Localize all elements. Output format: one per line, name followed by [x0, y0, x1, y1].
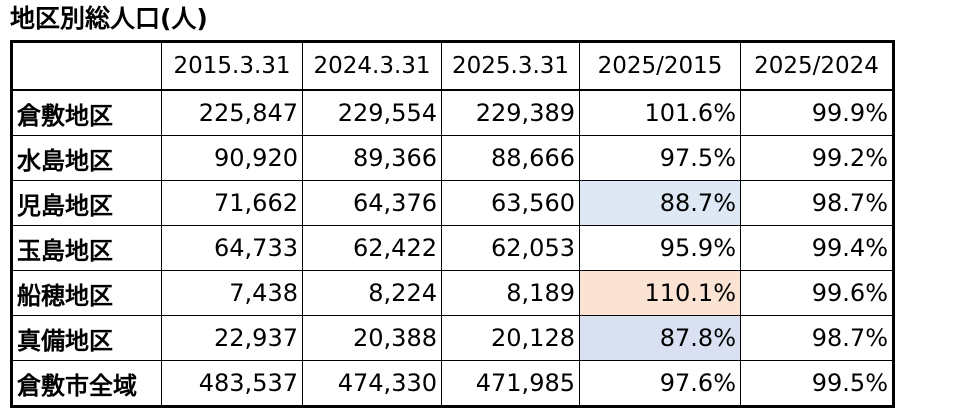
table-cell: 88,666	[441, 135, 580, 181]
row-label: 倉敷地区	[11, 89, 162, 136]
table-cell: 110.1%	[579, 270, 741, 316]
row-label: 水島地区	[11, 135, 162, 181]
table-cell: 20,128	[441, 315, 580, 361]
row-label: 船穂地区	[11, 270, 162, 316]
table-cell: 99.9%	[740, 89, 894, 136]
table-cell: 99.2%	[740, 135, 894, 181]
column-header: 2015.3.31	[161, 41, 303, 91]
column-header: 2025/2015	[579, 41, 741, 91]
table-cell: 98.7%	[740, 180, 894, 226]
table-cell: 8,189	[441, 270, 580, 316]
row-label: 玉島地区	[11, 225, 162, 271]
table-cell: 225,847	[161, 89, 303, 136]
table-cell: 95.9%	[579, 225, 741, 271]
table-cell: 483,537	[161, 360, 303, 407]
column-header: 2025.3.31	[441, 41, 580, 91]
table-cell: 7,438	[161, 270, 303, 316]
table-row: 真備地区 22,937 20,388 20,128 87.8% 98.7%	[11, 315, 894, 361]
table-cell: 64,376	[302, 180, 442, 226]
table-cell: 87.8%	[579, 315, 741, 361]
table-cell: 90,920	[161, 135, 303, 181]
table-cell: 98.7%	[740, 315, 894, 361]
table-cell: 229,554	[302, 89, 442, 136]
table-cell: 99.4%	[740, 225, 894, 271]
table-cell: 62,053	[441, 225, 580, 271]
table-cell: 99.6%	[740, 270, 894, 316]
table-cell: 64,733	[161, 225, 303, 271]
header-row: 2015.3.31 2024.3.31 2025.3.31 2025/2015 …	[11, 41, 894, 91]
table-row: 玉島地区 64,733 62,422 62,053 95.9% 99.4%	[11, 225, 894, 271]
population-table: 2015.3.31 2024.3.31 2025.3.31 2025/2015 …	[10, 40, 895, 408]
table-row: 倉敷地区 225,847 229,554 229,389 101.6% 99.9%	[11, 89, 894, 136]
table-cell: 101.6%	[579, 89, 741, 136]
row-label: 児島地区	[11, 180, 162, 226]
table-cell: 8,224	[302, 270, 442, 316]
table-cell: 89,366	[302, 135, 442, 181]
table-row: 倉敷市全域 483,537 474,330 471,985 97.6% 99.5%	[11, 360, 894, 407]
table-row: 水島地区 90,920 89,366 88,666 97.5% 99.2%	[11, 135, 894, 181]
column-header: 2025/2024	[740, 41, 894, 91]
row-label: 真備地区	[11, 315, 162, 361]
table-cell: 97.5%	[579, 135, 741, 181]
table-cell: 229,389	[441, 89, 580, 136]
corner-cell	[11, 41, 162, 91]
table-cell: 88.7%	[579, 180, 741, 226]
table-row: 船穂地区 7,438 8,224 8,189 110.1% 99.6%	[11, 270, 894, 316]
row-label: 倉敷市全域	[11, 360, 162, 407]
table-cell: 71,662	[161, 180, 303, 226]
table-cell: 99.5%	[740, 360, 894, 407]
table-cell: 471,985	[441, 360, 580, 407]
table-cell: 22,937	[161, 315, 303, 361]
table-row: 児島地区 71,662 64,376 63,560 88.7% 98.7%	[11, 180, 894, 226]
table-cell: 63,560	[441, 180, 580, 226]
title: 地区別総人口(人)	[10, 4, 208, 33]
table-cell: 20,388	[302, 315, 442, 361]
table-cell: 474,330	[302, 360, 442, 407]
column-header: 2024.3.31	[302, 41, 442, 91]
table-cell: 62,422	[302, 225, 442, 271]
table-cell: 97.6%	[579, 360, 741, 407]
